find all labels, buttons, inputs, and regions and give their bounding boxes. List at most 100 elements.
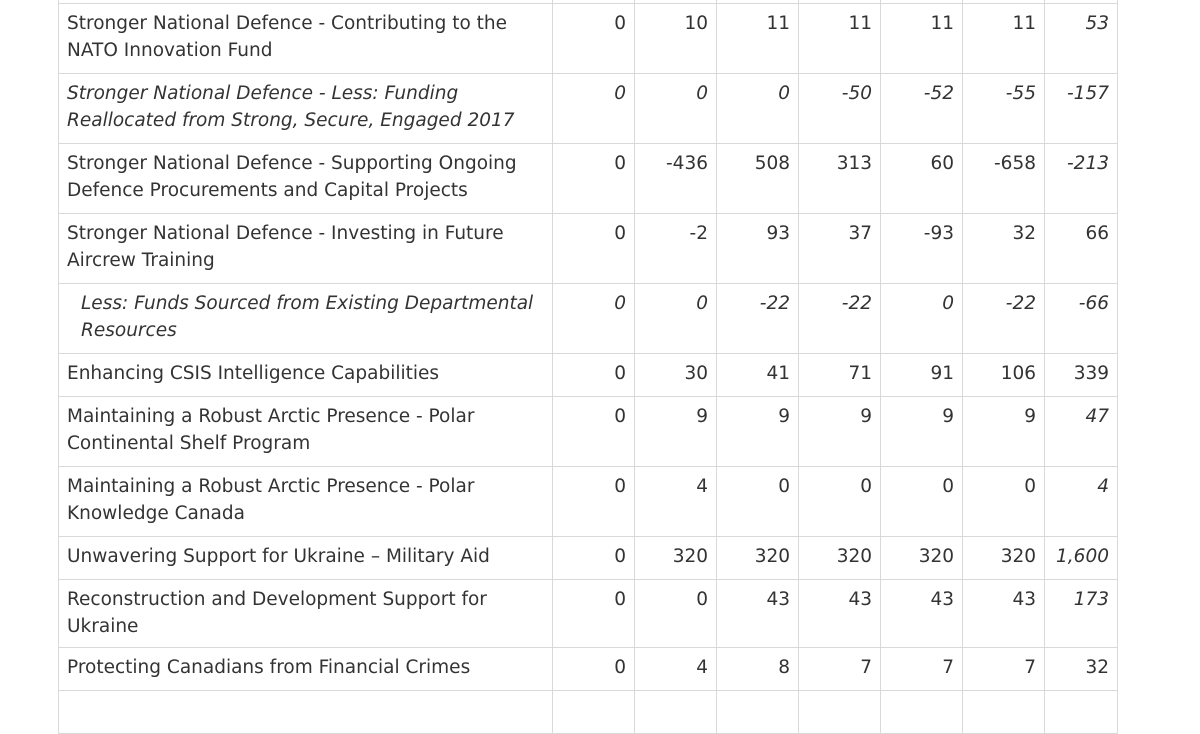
row-value-cell: 4 <box>634 466 717 537</box>
row-value-cell: 320 <box>716 536 799 580</box>
row-value-cell <box>962 690 1045 734</box>
row-value-cell: 41 <box>716 353 799 397</box>
row-value-cell: -22 <box>716 283 799 354</box>
row-value-cell <box>552 690 635 734</box>
row-label: Enhancing CSIS Intelligence Capabilities <box>58 353 553 397</box>
row-total-cell: 4 <box>1044 466 1118 537</box>
budget-table-container: CapacityStronger National Defence - Cont… <box>58 0 1118 734</box>
row-value-cell: 4 <box>634 647 717 691</box>
table-row: Enhancing CSIS Intelligence Capabilities… <box>58 353 1118 397</box>
row-label: Stronger National Defence - Less: Fundin… <box>58 73 553 144</box>
row-value-cell: 9 <box>962 396 1045 467</box>
row-value-cell <box>798 690 881 734</box>
row-value-cell: 0 <box>962 466 1045 537</box>
row-value-cell: 7 <box>798 647 881 691</box>
row-value-cell: -50 <box>798 73 881 144</box>
row-value-cell: 320 <box>962 536 1045 580</box>
row-value-cell: -2 <box>634 213 717 284</box>
table-row: Stronger National Defence - Less: Fundin… <box>58 73 1118 144</box>
row-value-cell: 11 <box>962 3 1045 74</box>
row-value-cell: 0 <box>552 143 635 214</box>
row-value-cell: 0 <box>552 213 635 284</box>
row-value-cell: 11 <box>716 3 799 74</box>
row-label: Unwavering Support for Ukraine – Militar… <box>58 536 553 580</box>
row-value-cell: 106 <box>962 353 1045 397</box>
row-value-cell: 37 <box>798 213 881 284</box>
row-value-cell: 9 <box>880 396 963 467</box>
table-row <box>58 690 1118 734</box>
row-value-cell <box>716 690 799 734</box>
row-total-cell: -213 <box>1044 143 1118 214</box>
row-value-cell: 0 <box>880 466 963 537</box>
row-value-cell: 0 <box>552 3 635 74</box>
row-value-cell: 43 <box>716 579 799 648</box>
row-value-cell: 93 <box>716 213 799 284</box>
table-row: Maintaining a Robust Arctic Presence - P… <box>58 466 1118 537</box>
row-value-cell: 320 <box>880 536 963 580</box>
table-row: Less: Funds Sourced from Existing Depart… <box>58 283 1118 354</box>
table-row: Unwavering Support for Ukraine – Militar… <box>58 536 1118 580</box>
row-value-cell: 11 <box>798 3 881 74</box>
table-row: Protecting Canadians from Financial Crim… <box>58 647 1118 691</box>
row-total-cell: 47 <box>1044 396 1118 467</box>
row-value-cell: 32 <box>962 213 1045 284</box>
row-total-cell: 32 <box>1044 647 1118 691</box>
row-value-cell: 313 <box>798 143 881 214</box>
row-value-cell: 0 <box>716 73 799 144</box>
row-value-cell: 320 <box>634 536 717 580</box>
row-value-cell: 320 <box>798 536 881 580</box>
table-row: Stronger National Defence - Supporting O… <box>58 143 1118 214</box>
row-value-cell: 9 <box>634 396 717 467</box>
row-value-cell: 0 <box>880 283 963 354</box>
row-value-cell: 71 <box>798 353 881 397</box>
row-value-cell: 0 <box>552 73 635 144</box>
row-value-cell: -93 <box>880 213 963 284</box>
row-total-cell: 66 <box>1044 213 1118 284</box>
row-value-cell: 30 <box>634 353 717 397</box>
row-total-cell: 339 <box>1044 353 1118 397</box>
row-total-cell: 173 <box>1044 579 1118 648</box>
row-total-cell: 53 <box>1044 3 1118 74</box>
row-label: Stronger National Defence - Contributing… <box>58 3 553 74</box>
row-value-cell: 0 <box>552 466 635 537</box>
row-value-cell: 0 <box>552 536 635 580</box>
row-value-cell: 10 <box>634 3 717 74</box>
row-value-cell: 0 <box>552 396 635 467</box>
row-value-cell: 7 <box>880 647 963 691</box>
row-value-cell: -22 <box>798 283 881 354</box>
row-value-cell: 0 <box>634 579 717 648</box>
row-label: Stronger National Defence - Supporting O… <box>58 143 553 214</box>
row-value-cell: 9 <box>798 396 881 467</box>
row-value-cell: -436 <box>634 143 717 214</box>
row-value-cell <box>880 690 963 734</box>
table-row: Maintaining a Robust Arctic Presence - P… <box>58 396 1118 467</box>
row-label: Less: Funds Sourced from Existing Depart… <box>58 283 553 354</box>
row-value-cell <box>634 690 717 734</box>
row-value-cell: 0 <box>716 466 799 537</box>
row-value-cell: 91 <box>880 353 963 397</box>
row-total-cell: -66 <box>1044 283 1118 354</box>
row-value-cell: 11 <box>880 3 963 74</box>
row-value-cell: -55 <box>962 73 1045 144</box>
row-value-cell: 0 <box>552 283 635 354</box>
row-value-cell: 0 <box>634 283 717 354</box>
row-total-cell: -157 <box>1044 73 1118 144</box>
budget-table: CapacityStronger National Defence - Cont… <box>58 0 1118 734</box>
row-label: Maintaining a Robust Arctic Presence - P… <box>58 396 553 467</box>
table-row: Stronger National Defence - Investing in… <box>58 213 1118 284</box>
row-value-cell: 0 <box>634 73 717 144</box>
row-label: Protecting Canadians from Financial Crim… <box>58 647 553 691</box>
row-value-cell: 508 <box>716 143 799 214</box>
row-total-cell: 1,600 <box>1044 536 1118 580</box>
table-row: Stronger National Defence - Contributing… <box>58 3 1118 74</box>
row-value-cell: 0 <box>552 353 635 397</box>
row-label <box>58 690 553 734</box>
row-value-cell: 43 <box>962 579 1045 648</box>
row-label: Stronger National Defence - Investing in… <box>58 213 553 284</box>
table-body: CapacityStronger National Defence - Cont… <box>58 0 1118 734</box>
row-value-cell: 43 <box>798 579 881 648</box>
table-row: Reconstruction and Development Support f… <box>58 579 1118 648</box>
row-label: Reconstruction and Development Support f… <box>58 579 553 648</box>
row-value-cell: 60 <box>880 143 963 214</box>
row-value-cell: -52 <box>880 73 963 144</box>
